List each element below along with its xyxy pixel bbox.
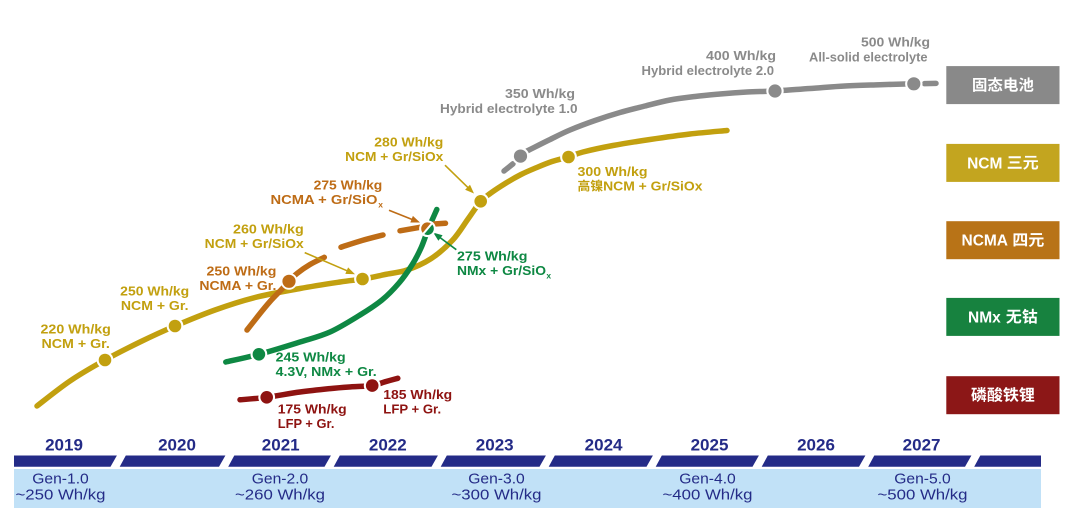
svg-text:All-solid electrolyte: All-solid electrolyte <box>809 49 928 64</box>
svg-text:Gen-1.0: Gen-1.0 <box>32 471 89 488</box>
svg-text:175 Wh/kg: 175 Wh/kg <box>278 402 347 417</box>
svg-text:NCM + Gr/SiOx: NCM + Gr/SiOx <box>603 179 703 194</box>
svg-text:500 Wh/kg: 500 Wh/kg <box>861 35 930 50</box>
svg-text:2027: 2027 <box>903 436 941 455</box>
svg-text:NCM + Gr.: NCM + Gr. <box>121 298 189 313</box>
svg-text:NCMA + Gr.: NCMA + Gr. <box>199 278 276 293</box>
svg-text:350 Wh/kg: 350 Wh/kg <box>505 86 575 101</box>
svg-text:~500 Wh/kg: ~500 Wh/kg <box>878 487 968 504</box>
svg-text:LFP + Gr.: LFP + Gr. <box>383 402 441 417</box>
svg-text:245 Wh/kg: 245 Wh/kg <box>276 350 346 365</box>
svg-text:Gen-2.0: Gen-2.0 <box>252 471 309 488</box>
svg-text:2021: 2021 <box>262 436 300 455</box>
svg-text:2019: 2019 <box>45 436 83 455</box>
svg-text:185 Wh/kg: 185 Wh/kg <box>383 387 452 402</box>
svg-text:x: x <box>546 271 551 281</box>
svg-text:Gen-5.0: Gen-5.0 <box>894 471 951 488</box>
svg-text:Gen-3.0: Gen-3.0 <box>468 471 525 488</box>
svg-text:220 Wh/kg: 220 Wh/kg <box>40 322 110 337</box>
svg-text:275 Wh/kg: 275 Wh/kg <box>314 178 383 193</box>
svg-text:400 Wh/kg: 400 Wh/kg <box>706 48 776 63</box>
svg-text:260 Wh/kg: 260 Wh/kg <box>233 222 304 237</box>
svg-text:250 Wh/kg: 250 Wh/kg <box>207 264 277 279</box>
svg-text:275 Wh/kg: 275 Wh/kg <box>457 249 527 264</box>
svg-text:250 Wh/kg: 250 Wh/kg <box>120 284 189 299</box>
svg-text:NCM + Gr.: NCM + Gr. <box>41 336 109 351</box>
svg-text:2025: 2025 <box>691 436 729 455</box>
svg-text:LFP + Gr.: LFP + Gr. <box>278 416 335 431</box>
svg-text:2024: 2024 <box>585 436 623 455</box>
svg-text:x: x <box>378 200 383 210</box>
svg-text:~260 Wh/kg: ~260 Wh/kg <box>235 487 325 504</box>
svg-text:300 Wh/kg: 300 Wh/kg <box>578 164 648 179</box>
svg-text:2026: 2026 <box>797 436 835 455</box>
svg-text:Hybrid electrolyte 2.0: Hybrid electrolyte 2.0 <box>642 63 775 78</box>
svg-text:2023: 2023 <box>476 436 514 455</box>
svg-text:2022: 2022 <box>369 436 407 455</box>
svg-text:280 Wh/kg: 280 Wh/kg <box>374 135 443 150</box>
svg-text:~400 Wh/kg: ~400 Wh/kg <box>663 487 753 504</box>
svg-text:NCM + Gr/SiOx: NCM + Gr/SiOx <box>345 149 444 164</box>
svg-text:Gen-4.0: Gen-4.0 <box>679 471 736 488</box>
svg-text:NCM + Gr/SiOx: NCM + Gr/SiOx <box>205 236 305 251</box>
svg-text:NCMA + Gr/SiO: NCMA + Gr/SiO <box>271 192 378 207</box>
svg-text:NCMA: NCMA <box>962 233 1009 250</box>
svg-text:Hybrid electrolyte 1.0: Hybrid electrolyte 1.0 <box>440 101 578 116</box>
svg-text:2020: 2020 <box>158 436 196 455</box>
svg-text:NMx + Gr/SiO: NMx + Gr/SiO <box>457 263 546 278</box>
svg-text:~250 Wh/kg: ~250 Wh/kg <box>16 487 106 504</box>
svg-text:4.3V, NMx + Gr.: 4.3V, NMx + Gr. <box>276 364 377 379</box>
svg-text:NCM: NCM <box>967 155 1002 172</box>
svg-text:~300 Wh/kg: ~300 Wh/kg <box>452 487 542 504</box>
svg-text:NMx: NMx <box>968 309 1001 326</box>
